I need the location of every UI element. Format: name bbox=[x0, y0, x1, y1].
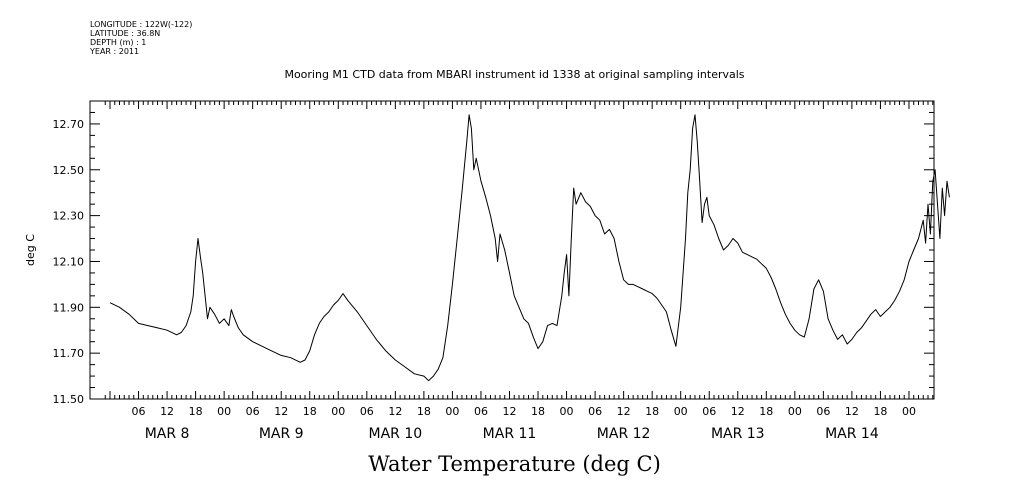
x-hour-label: 00 bbox=[560, 405, 574, 418]
latitude-label: LATITUDE : 36.8N bbox=[90, 29, 161, 38]
y-tick-label: 11.90 bbox=[53, 301, 85, 314]
y-axis-label: deg C bbox=[24, 234, 37, 266]
y-tick-label: 12.70 bbox=[53, 118, 85, 131]
x-hour-label: 06 bbox=[588, 405, 602, 418]
x-day-label: MAR 12 bbox=[597, 426, 651, 442]
x-hour-label: 18 bbox=[759, 405, 773, 418]
x-hour-label: 12 bbox=[617, 405, 631, 418]
x-hour-label: 06 bbox=[246, 405, 260, 418]
x-hour-label: 00 bbox=[674, 405, 688, 418]
x-hour-label: 12 bbox=[160, 405, 174, 418]
x-hour-label: 18 bbox=[873, 405, 887, 418]
depth-label: DEPTH (m) : 1 bbox=[90, 38, 147, 47]
x-hour-label: 00 bbox=[902, 405, 916, 418]
x-day-label: MAR 9 bbox=[259, 426, 304, 442]
x-hour-label: 12 bbox=[845, 405, 859, 418]
longitude-label: LONGITUDE : 122W(-122) bbox=[90, 20, 193, 29]
x-hour-label: 18 bbox=[417, 405, 431, 418]
y-tick-label: 12.30 bbox=[53, 210, 85, 223]
y-tick-label: 12.10 bbox=[53, 255, 85, 268]
x-hour-label: 18 bbox=[531, 405, 545, 418]
x-hour-label: 00 bbox=[445, 405, 459, 418]
x-axis-title: Water Temperature (deg C) bbox=[368, 452, 661, 476]
metadata-block: LONGITUDE : 122W(-122) LATITUDE : 36.8N … bbox=[90, 20, 192, 56]
x-hour-label: 18 bbox=[189, 405, 203, 418]
x-hour-label: 06 bbox=[702, 405, 716, 418]
chart-title: Mooring M1 CTD data from MBARI instrumen… bbox=[284, 68, 745, 81]
x-hour-label: 12 bbox=[388, 405, 402, 418]
y-tick-label: 11.50 bbox=[53, 393, 85, 406]
x-hour-label: 12 bbox=[502, 405, 516, 418]
x-hour-label: 06 bbox=[816, 405, 830, 418]
x-hour-label: 06 bbox=[132, 405, 146, 418]
y-tick-label: 11.70 bbox=[53, 347, 85, 360]
x-day-label: MAR 8 bbox=[145, 426, 190, 442]
x-hour-label: 00 bbox=[217, 405, 231, 418]
plot-frame bbox=[89, 100, 935, 400]
x-day-label: MAR 13 bbox=[711, 426, 765, 442]
x-day-label: MAR 11 bbox=[483, 426, 537, 442]
x-day-label: MAR 10 bbox=[369, 426, 423, 442]
x-hour-label: 00 bbox=[331, 405, 345, 418]
y-tick-label: 12.50 bbox=[53, 164, 85, 177]
x-day-label: MAR 14 bbox=[825, 426, 879, 442]
temperature-series-line bbox=[109, 114, 950, 382]
x-hour-label: 06 bbox=[360, 405, 374, 418]
x-hour-label: 06 bbox=[474, 405, 488, 418]
x-hour-label: 12 bbox=[731, 405, 745, 418]
x-hour-label: 12 bbox=[274, 405, 288, 418]
year-label: YEAR : 2011 bbox=[90, 47, 140, 56]
x-hour-label: 18 bbox=[303, 405, 317, 418]
x-hour-label: 00 bbox=[788, 405, 802, 418]
x-hour-label: 18 bbox=[645, 405, 659, 418]
